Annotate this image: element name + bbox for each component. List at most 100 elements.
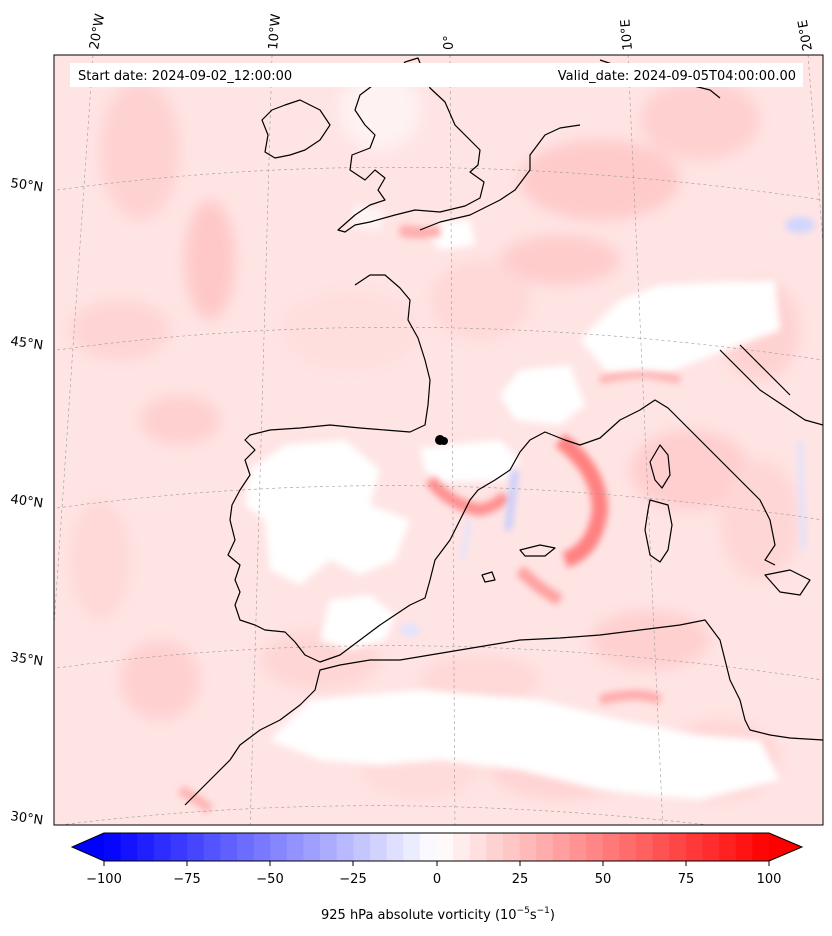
cb-tick-label-0: −100 xyxy=(86,872,122,887)
cb-tick-label-4: 0 xyxy=(433,872,441,887)
colorbar-step xyxy=(685,833,704,861)
coast-sardinia xyxy=(644,499,673,563)
colorbar-step xyxy=(120,833,138,861)
colorbar-steps xyxy=(104,833,770,861)
lat-label-30n: 30°N xyxy=(9,809,44,828)
colorbar-step xyxy=(419,833,438,861)
colorbar-step xyxy=(237,833,255,861)
coast-corsica xyxy=(649,444,671,489)
coast-ireland xyxy=(261,99,331,159)
colorbar-step xyxy=(536,833,554,861)
cb-tick-label-1: −75 xyxy=(173,872,200,887)
graticule-40n xyxy=(56,485,823,521)
longitude-labels: 20°W 10°W 0° 10°E 20°E xyxy=(87,13,816,52)
colorbar-step xyxy=(104,833,122,861)
colorbar-step xyxy=(170,833,188,861)
negative-vorticity-features xyxy=(400,217,815,636)
positive-vorticity-maxima xyxy=(177,224,681,814)
colorbar-step xyxy=(569,833,587,861)
coast-balkans xyxy=(739,344,791,396)
lon-label-10w: 10°W xyxy=(266,13,284,50)
colorbar-step xyxy=(336,833,354,861)
colorbar-step xyxy=(370,833,388,861)
map-panel: Start date: 2024-09-02_12:00:00 Valid_da… xyxy=(54,55,823,825)
graticule-lines xyxy=(54,55,823,825)
colorbar-step xyxy=(320,833,338,861)
lon-label-20w: 20°W xyxy=(87,13,108,51)
coast-sicily xyxy=(764,569,811,596)
colorbar-step xyxy=(586,833,604,861)
colorbar-step xyxy=(652,833,670,861)
start-date-label: Start date: 2024-09-02_12:00:00 xyxy=(78,69,292,84)
colorbar-step xyxy=(153,833,172,861)
colorbar-step xyxy=(303,833,321,861)
colorbar-step xyxy=(137,833,155,861)
colorbar-step xyxy=(735,833,753,861)
lat-label-50n: 50°N xyxy=(9,176,44,195)
colorbar-label-main: 925 hPa absolute vorticity (10 xyxy=(321,908,517,923)
colorbar-step xyxy=(187,833,205,861)
coast-low-countries xyxy=(419,124,581,231)
colorbar-step xyxy=(552,833,571,861)
near-zero-vorticity-regions xyxy=(245,205,780,800)
graticule-30n xyxy=(59,805,712,825)
cb-tick-label-8: 100 xyxy=(757,872,782,887)
lon-label-10e: 10°E xyxy=(618,19,636,51)
colorbar-step xyxy=(436,833,454,861)
colorbar-label-unit: s xyxy=(530,908,537,923)
colorbar: −100 −75 −50 −25 0 25 50 75 100 925 hPa … xyxy=(70,832,804,923)
coast-balearic-small xyxy=(481,571,496,583)
lon-label-20e: 20°E xyxy=(796,19,816,52)
lat-label-40n: 40°N xyxy=(9,492,44,511)
vorticity-field-texture xyxy=(70,70,800,800)
colorbar-step xyxy=(486,833,504,861)
valid-date-label: Valid_date: 2024-09-05T04:00:00.00 xyxy=(558,69,796,84)
colorbar-step xyxy=(752,833,770,861)
map-frame xyxy=(53,54,824,826)
graticule-35n xyxy=(56,645,823,681)
colorbar-step xyxy=(519,833,537,861)
coast-great-britain xyxy=(337,57,485,233)
lon-label-0: 0° xyxy=(442,35,457,50)
coast-italy xyxy=(719,349,823,426)
lat-label-35n: 35°N xyxy=(9,650,44,669)
colorbar-step xyxy=(602,833,620,861)
colorbar-ticks: −100 −75 −50 −25 0 25 50 75 100 xyxy=(86,861,781,887)
colorbar-step xyxy=(469,833,487,861)
colorbar-extend-max xyxy=(769,833,802,861)
colorbar-label: 925 hPa absolute vorticity (10−5s−1) xyxy=(321,906,555,923)
colorbar-label-end: ) xyxy=(550,908,555,923)
header-box xyxy=(70,63,803,87)
location-marker xyxy=(435,435,448,445)
graticule-50n xyxy=(56,166,823,201)
lat-label-45n: 45°N xyxy=(9,334,44,353)
colorbar-step xyxy=(286,833,305,861)
cb-tick-label-3: −25 xyxy=(339,872,366,887)
colorbar-step xyxy=(353,833,371,861)
colorbar-step xyxy=(503,833,521,861)
colorbar-step xyxy=(453,833,471,861)
colorbar-step xyxy=(702,833,720,861)
coast-north-africa xyxy=(184,619,823,806)
colorbar-step xyxy=(636,833,654,861)
cb-tick-label-7: 75 xyxy=(678,872,695,887)
colorbar-step xyxy=(270,833,288,861)
colorbar-extend-min xyxy=(72,833,104,861)
colorbar-step xyxy=(386,833,404,861)
cb-tick-label-2: −50 xyxy=(256,872,283,887)
colorbar-step xyxy=(619,833,637,861)
colorbar-step xyxy=(220,833,238,861)
latitude-labels: 50°N 45°N 40°N 35°N 30°N xyxy=(9,176,44,828)
colorbar-step xyxy=(403,833,421,861)
colorbar-label-exponent-1: −5 xyxy=(517,906,530,916)
colorbar-label-exponent-2: −1 xyxy=(537,906,550,916)
colorbar-step xyxy=(253,833,271,861)
coast-balearic xyxy=(519,544,556,557)
colorbar-step xyxy=(203,833,221,861)
colorbar-step xyxy=(669,833,687,861)
colorbar-step xyxy=(719,833,737,861)
cb-tick-label-6: 50 xyxy=(595,872,612,887)
coast-france-iberia xyxy=(227,274,776,663)
cb-tick-label-5: 25 xyxy=(512,872,529,887)
